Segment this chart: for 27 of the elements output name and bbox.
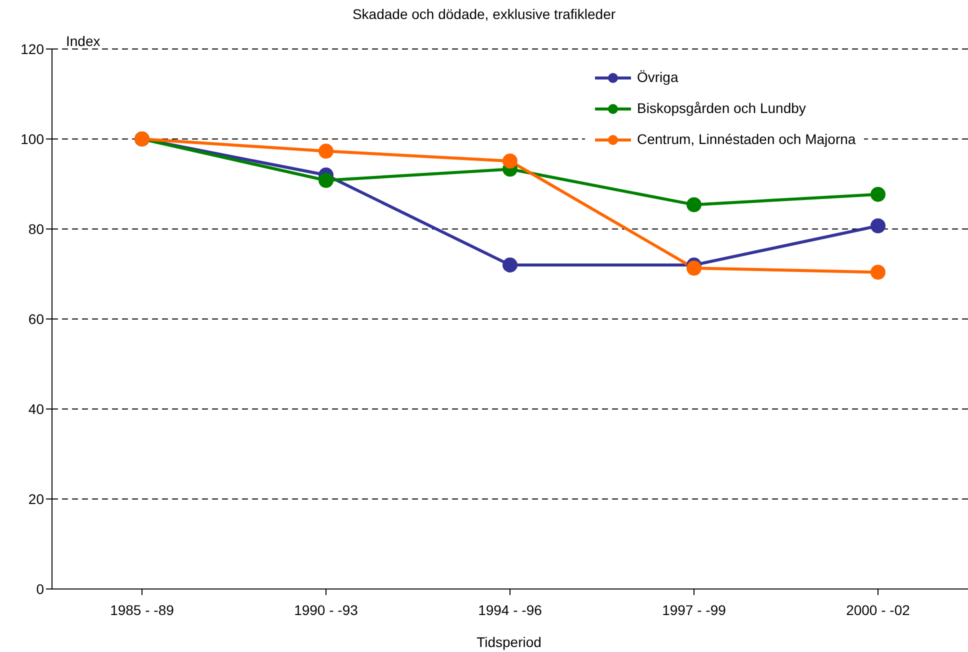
- point: [870, 264, 886, 280]
- y-tick-label: 40: [28, 400, 44, 417]
- y-tick-label: 20: [28, 490, 44, 507]
- y-axis-title: Index: [66, 33, 100, 49]
- point: [502, 258, 518, 272]
- y-tick-label: 60: [28, 310, 44, 327]
- point: [502, 154, 518, 169]
- y-tick-label: 120: [20, 40, 44, 57]
- point: [686, 260, 702, 276]
- y-tick-label: 0: [36, 580, 44, 597]
- point: [318, 172, 334, 188]
- chart-title: Skadade och dödade, exklusive trafikleder: [351, 6, 617, 22]
- point: [870, 186, 886, 202]
- y-tick-label: 100: [20, 130, 44, 147]
- x-tick-label: 1985 - -89: [110, 602, 174, 618]
- x-tick-label: 1994 - -96: [478, 602, 542, 618]
- x-tick-label: 1997 - -99: [662, 602, 726, 618]
- x-tick-label: 2000 - -02: [846, 602, 910, 618]
- point: [686, 197, 702, 212]
- x-tick-label: 1990 - -93: [294, 602, 358, 618]
- point: [318, 144, 334, 159]
- legend-label: Biskopsgården och Lundby: [637, 99, 806, 118]
- legend-label: Centrum, Linnéstaden och Majorna: [637, 130, 856, 149]
- x-axis-title: Tidsperiod: [476, 634, 542, 650]
- point: [870, 218, 886, 234]
- y-tick-label: 80: [28, 220, 44, 237]
- legend-label: Övriga: [637, 68, 678, 87]
